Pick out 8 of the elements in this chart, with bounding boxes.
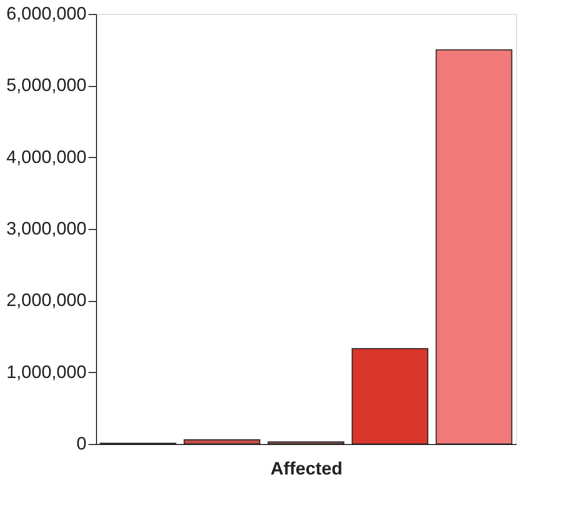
y-tick-label: 0 xyxy=(76,434,86,454)
y-tick-label: 3,000,000 xyxy=(6,218,86,238)
x-axis-title: Affected xyxy=(270,458,343,478)
y-tick-label: 1,000,000 xyxy=(6,362,86,382)
y-tick-label: 4,000,000 xyxy=(6,146,86,167)
y-tick-label: 2,000,000 xyxy=(6,290,86,310)
y-tick-label: 6,000,000 xyxy=(6,4,86,24)
y-tick-label: 5,000,000 xyxy=(6,75,86,96)
